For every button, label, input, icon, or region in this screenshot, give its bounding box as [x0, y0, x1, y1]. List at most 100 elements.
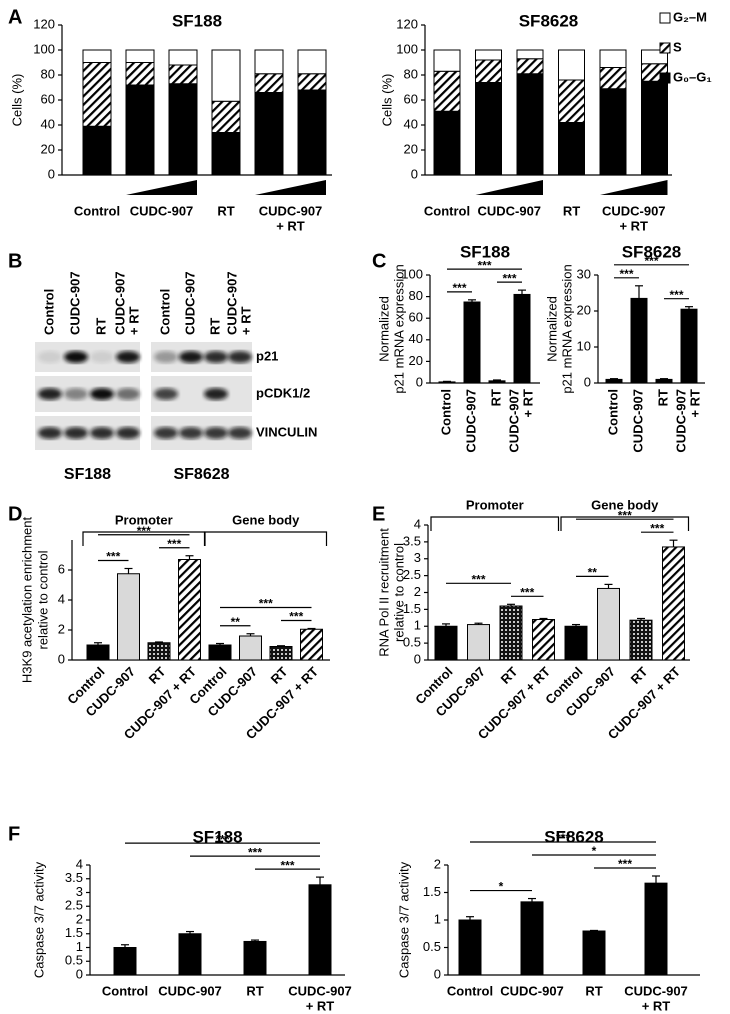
x-tick-label: Control	[447, 983, 493, 998]
bar	[438, 381, 456, 384]
blot-band	[90, 351, 114, 363]
y-tick-label: 0	[416, 374, 423, 389]
bar	[458, 919, 482, 976]
x-tick-label: + RT	[619, 218, 648, 233]
bar-segment	[254, 49, 284, 75]
y-tick-label: 1.5	[65, 925, 83, 940]
y-tick-label: 0	[414, 651, 421, 666]
significance-label: ***	[502, 271, 516, 285]
x-tick-label: CUDC-907	[259, 203, 323, 218]
bar	[629, 619, 653, 661]
significance-label: ***	[618, 857, 632, 871]
significance-label: **	[231, 615, 241, 629]
x-tick-label: Control	[605, 389, 620, 435]
legend-label: G₂–M	[673, 9, 707, 24]
chart-title: SF188	[192, 827, 242, 846]
protein-label: VINCULIN	[256, 424, 317, 439]
blot-band	[116, 388, 140, 400]
bar-segment	[211, 132, 241, 176]
y-axis-label: Normalized	[544, 296, 559, 362]
bar	[597, 587, 620, 661]
y-tick-label: 20	[577, 302, 591, 317]
bar	[499, 605, 523, 661]
bar	[113, 947, 137, 976]
x-tick-label: Control	[102, 983, 148, 998]
significance-label: ***	[215, 832, 229, 846]
blot-band	[204, 351, 228, 363]
bar	[300, 628, 323, 661]
blot-band	[204, 388, 228, 400]
x-tick-label: RT	[246, 983, 263, 998]
x-tick-label: + RT	[520, 389, 535, 418]
x-tick-label: CUDC-907	[673, 389, 688, 453]
bar	[513, 293, 531, 384]
y-axis-label: Cells (%)	[379, 74, 394, 127]
bar-segment	[254, 92, 284, 176]
y-axis-label: relative to control	[35, 550, 50, 649]
bar	[467, 624, 490, 661]
panel-letter: D	[8, 503, 22, 525]
bar	[147, 642, 171, 661]
significance-label: ***	[556, 831, 570, 845]
bar-segment	[125, 49, 155, 63]
dose-wedge	[600, 180, 668, 195]
lane-label: + RT	[126, 306, 141, 335]
y-tick-label: 30	[577, 266, 591, 281]
lane-label: CUDC-907	[67, 271, 82, 335]
significance-label: ***	[644, 254, 658, 268]
x-tick-label: RT	[146, 664, 169, 687]
dose-wedge	[255, 180, 326, 195]
x-tick-label: RT	[498, 664, 521, 687]
bar	[463, 301, 481, 384]
y-axis-label: relative to control	[391, 543, 406, 642]
y-axis-label: Normalized	[376, 296, 391, 362]
bar	[655, 378, 673, 384]
x-tick-label: Control	[74, 203, 120, 218]
y-tick-label: 120	[396, 16, 418, 31]
blot-band	[179, 351, 203, 363]
significance-label: ***	[289, 610, 303, 624]
y-tick-label: 100	[33, 41, 55, 56]
y-axis-label: Caspase 3/7 activity	[396, 861, 411, 978]
blot-band	[154, 388, 178, 400]
y-axis-label: Caspase 3/7 activity	[31, 861, 46, 978]
bar	[239, 635, 262, 661]
y-tick-label: 3.5	[403, 533, 421, 548]
y-tick-label: 1.5	[423, 884, 441, 899]
group-label: Gene body	[232, 512, 300, 527]
blot-band	[154, 427, 178, 439]
y-tick-label: 2	[414, 584, 421, 599]
bar	[488, 380, 506, 384]
x-tick-label: CUDC-907	[288, 983, 352, 998]
cell-line-label: SF8628	[173, 466, 229, 483]
y-tick-label: 60	[41, 91, 55, 106]
lane-label: CUDC-907	[112, 271, 127, 335]
blot-band	[38, 388, 62, 400]
bar	[117, 573, 140, 661]
y-tick-label: 20	[409, 353, 423, 368]
blot-band	[64, 427, 88, 439]
x-tick-label: CUDC-907	[463, 389, 478, 453]
blot-band	[38, 351, 62, 363]
group-label: Promoter	[466, 497, 524, 512]
panel-letter: E	[372, 503, 385, 525]
bar-segment	[558, 122, 585, 176]
significance-label: ***	[248, 845, 262, 859]
legend-swatch	[659, 42, 671, 54]
bar	[680, 308, 698, 384]
y-tick-label: 4	[76, 856, 83, 871]
group-bracket	[204, 531, 328, 546]
significance-label: ***	[619, 267, 633, 281]
bar-segment	[516, 73, 544, 176]
y-axis-label: H3K9 acetylation enrichment	[19, 517, 34, 684]
blot-band	[228, 351, 252, 363]
significance-label: *	[592, 844, 597, 858]
y-axis-label: RNA Pol II recruitment	[376, 528, 391, 657]
chart-title: SF188	[172, 11, 222, 30]
blot-band	[228, 427, 252, 439]
bar	[662, 546, 685, 661]
y-tick-label: 40	[41, 116, 55, 131]
x-tick-label: RT	[563, 203, 580, 218]
lane-label: Control	[157, 289, 172, 335]
bar-segment	[516, 49, 544, 60]
